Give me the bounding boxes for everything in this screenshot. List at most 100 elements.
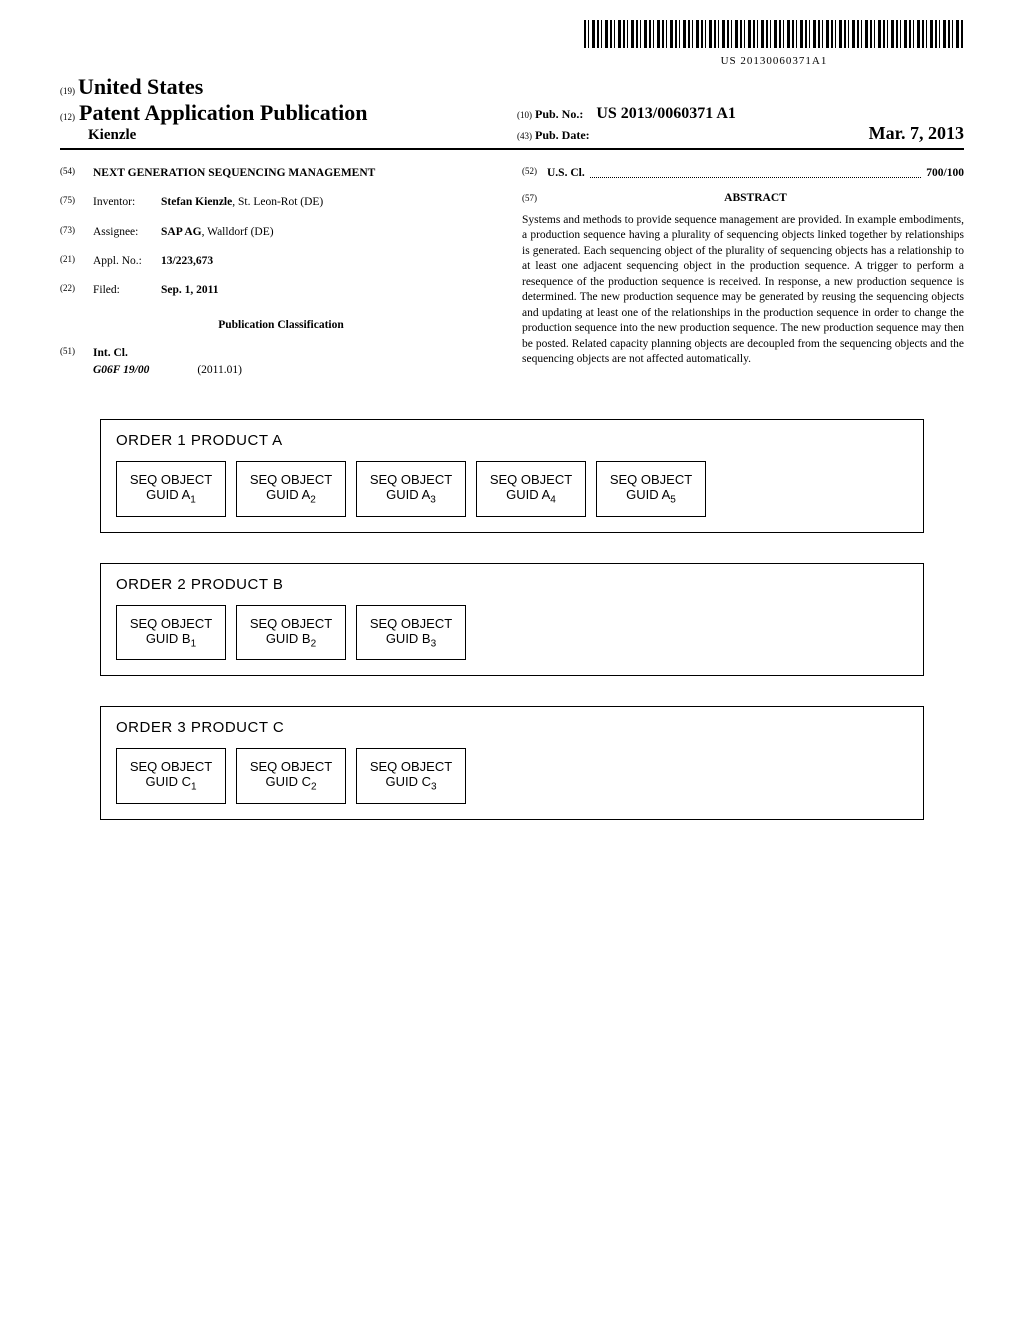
order-box: ORDER 1 PRODUCT ASEQ OBJECTGUID A1SEQ OB… bbox=[100, 419, 924, 533]
seq-object-line2: GUID A4 bbox=[485, 487, 577, 506]
barcode-icon bbox=[584, 20, 964, 48]
uscl-row: (52) U.S. Cl. 700/100 bbox=[522, 165, 964, 182]
inventor-row: (75) Inventor: Stefan Kienzle, St. Leon-… bbox=[60, 194, 502, 211]
inventor-location: , St. Leon-Rot (DE) bbox=[232, 196, 323, 208]
bibliographic-section: (54) NEXT GENERATION SEQUENCING MANAGEME… bbox=[60, 165, 964, 379]
barcode-number: US 20130060371A1 bbox=[584, 55, 964, 67]
seq-object: SEQ OBJECTGUID A4 bbox=[476, 461, 586, 517]
pub-no-label: Pub. No.: bbox=[535, 107, 583, 121]
seq-object-line1: SEQ OBJECT bbox=[245, 616, 337, 631]
intcl-value-row: G06F 19/00 (2011.01) bbox=[60, 362, 502, 379]
header-right: (10) Pub. No.: US 2013/0060371 A1 (43) P… bbox=[507, 83, 964, 144]
pub-type-line: (12) Patent Application Publication bbox=[60, 100, 507, 126]
pub-class-header: Publication Classification bbox=[60, 317, 502, 334]
seq-object-subscript: 3 bbox=[431, 638, 437, 649]
uscl-dots bbox=[590, 165, 922, 178]
uscl-value: 700/100 bbox=[926, 165, 964, 182]
seq-object-line2: GUID A2 bbox=[245, 487, 337, 506]
order-box: ORDER 2 PRODUCT BSEQ OBJECTGUID B1SEQ OB… bbox=[100, 563, 924, 677]
barcode-section: US 20130060371A1 bbox=[60, 20, 964, 69]
pub-date-line: (43) Pub. Date: Mar. 7, 2013 bbox=[517, 123, 964, 144]
seq-object-subscript: 4 bbox=[550, 495, 556, 506]
seq-row: SEQ OBJECTGUID B1SEQ OBJECTGUID B2SEQ OB… bbox=[116, 605, 908, 661]
seq-object-line1: SEQ OBJECT bbox=[125, 472, 217, 487]
barcode-wrapper: US 20130060371A1 bbox=[584, 20, 964, 67]
title-code: (54) bbox=[60, 165, 85, 182]
intcl-value: G06F 19/00 bbox=[93, 362, 149, 379]
seq-object-line1: SEQ OBJECT bbox=[365, 472, 457, 487]
assignee-location: , Walldorf (DE) bbox=[202, 226, 274, 238]
intcl-year: (2011.01) bbox=[197, 362, 242, 379]
seq-object-line1: SEQ OBJECT bbox=[245, 759, 337, 774]
filed-date: Sep. 1, 2011 bbox=[161, 282, 502, 299]
header-left: (19) United States (12) Patent Applicati… bbox=[60, 74, 507, 144]
order-box: ORDER 3 PRODUCT CSEQ OBJECTGUID C1SEQ OB… bbox=[100, 706, 924, 820]
inventor-header: Kienzle bbox=[88, 127, 136, 143]
assignee-label: Assignee: bbox=[93, 224, 153, 241]
pub-date-label: Pub. Date: bbox=[535, 128, 590, 142]
pub-date-left: (43) Pub. Date: bbox=[517, 128, 590, 143]
seq-object-subscript: 2 bbox=[311, 638, 317, 649]
seq-object: SEQ OBJECTGUID C2 bbox=[236, 748, 346, 804]
seq-row: SEQ OBJECTGUID C1SEQ OBJECTGUID C2SEQ OB… bbox=[116, 748, 908, 804]
country-line: (19) United States bbox=[60, 74, 507, 100]
intcl-code: (51) bbox=[60, 345, 85, 362]
seq-object-line2: GUID B1 bbox=[125, 631, 217, 650]
seq-object-subscript: 5 bbox=[670, 495, 676, 506]
title-row: (54) NEXT GENERATION SEQUENCING MANAGEME… bbox=[60, 165, 502, 182]
seq-object: SEQ OBJECTGUID B3 bbox=[356, 605, 466, 661]
seq-object-line1: SEQ OBJECT bbox=[125, 759, 217, 774]
seq-object-line2: GUID C1 bbox=[125, 774, 217, 793]
seq-object-subscript: 1 bbox=[191, 782, 197, 793]
title: NEXT GENERATION SEQUENCING MANAGEMENT bbox=[93, 165, 375, 182]
seq-object-line1: SEQ OBJECT bbox=[365, 616, 457, 631]
seq-object-line1: SEQ OBJECT bbox=[485, 472, 577, 487]
seq-object-subscript: 1 bbox=[190, 495, 196, 506]
uscl-code: (52) bbox=[522, 165, 547, 182]
filed-code: (22) bbox=[60, 282, 85, 299]
order-title: ORDER 3 PRODUCT C bbox=[116, 719, 908, 736]
seq-object-line1: SEQ OBJECT bbox=[125, 616, 217, 631]
seq-object-line2: GUID C3 bbox=[365, 774, 457, 793]
pub-date: Mar. 7, 2013 bbox=[869, 123, 964, 144]
seq-object: SEQ OBJECTGUID A1 bbox=[116, 461, 226, 517]
filed-row: (22) Filed: Sep. 1, 2011 bbox=[60, 282, 502, 299]
assignee-code: (73) bbox=[60, 224, 85, 241]
pub-type: Patent Application Publication bbox=[79, 100, 367, 125]
intcl-row: (51) Int. Cl. bbox=[60, 345, 502, 362]
uscl-label: U.S. Cl. bbox=[547, 165, 585, 182]
header-row: (19) United States (12) Patent Applicati… bbox=[60, 74, 964, 150]
inventor-header-line: Kienzle bbox=[60, 126, 507, 144]
country-name: United States bbox=[78, 74, 203, 99]
appl-code: (21) bbox=[60, 253, 85, 270]
seq-object-line1: SEQ OBJECT bbox=[245, 472, 337, 487]
seq-object-subscript: 2 bbox=[310, 495, 316, 506]
seq-object-line1: SEQ OBJECT bbox=[605, 472, 697, 487]
pub-no: US 2013/0060371 A1 bbox=[596, 105, 736, 122]
assignee-row: (73) Assignee: SAP AG, Walldorf (DE) bbox=[60, 224, 502, 241]
seq-object: SEQ OBJECTGUID A3 bbox=[356, 461, 466, 517]
pub-no-line: (10) Pub. No.: US 2013/0060371 A1 bbox=[517, 105, 964, 123]
seq-object-line2: GUID B2 bbox=[245, 631, 337, 650]
seq-object-subscript: 3 bbox=[431, 782, 437, 793]
seq-object-subscript: 3 bbox=[430, 495, 436, 506]
seq-object: SEQ OBJECTGUID C1 bbox=[116, 748, 226, 804]
country-code: (19) bbox=[60, 86, 75, 96]
seq-object-line2: GUID A1 bbox=[125, 487, 217, 506]
appl-label: Appl. No.: bbox=[93, 253, 153, 270]
inventor-value: Stefan Kienzle, St. Leon-Rot (DE) bbox=[161, 194, 502, 211]
inventor-code: (75) bbox=[60, 194, 85, 211]
filed-label: Filed: bbox=[93, 282, 153, 299]
seq-object: SEQ OBJECTGUID B2 bbox=[236, 605, 346, 661]
appl-row: (21) Appl. No.: 13/223,673 bbox=[60, 253, 502, 270]
seq-object-line2: GUID A3 bbox=[365, 487, 457, 506]
abstract-header-row: (57) ABSTRACT bbox=[522, 182, 964, 212]
seq-object-subscript: 2 bbox=[311, 782, 317, 793]
seq-object: SEQ OBJECTGUID C3 bbox=[356, 748, 466, 804]
assignee-value: SAP AG, Walldorf (DE) bbox=[161, 224, 502, 241]
order-title: ORDER 2 PRODUCT B bbox=[116, 576, 908, 593]
abstract-header: ABSTRACT bbox=[547, 190, 964, 207]
diagram-section: ORDER 1 PRODUCT ASEQ OBJECTGUID A1SEQ OB… bbox=[60, 419, 964, 820]
left-column: (54) NEXT GENERATION SEQUENCING MANAGEME… bbox=[60, 165, 502, 379]
assignee-name: SAP AG bbox=[161, 226, 202, 238]
